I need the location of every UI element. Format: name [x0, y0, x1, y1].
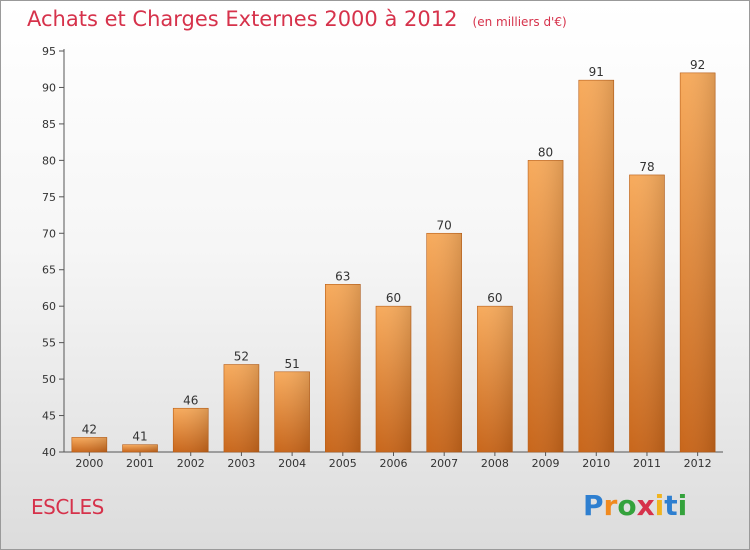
bar-shade [325, 284, 361, 452]
bar-shade [578, 80, 614, 452]
x-tick-label: 2003 [227, 457, 255, 470]
data-label: 91 [589, 65, 604, 79]
data-label: 78 [639, 160, 654, 174]
bar-shade [376, 306, 411, 452]
y-tick-label: 85 [42, 118, 56, 131]
data-label: 60 [386, 291, 401, 305]
data-label: 80 [538, 145, 553, 159]
bar-shade [426, 233, 462, 452]
y-tick-label: 95 [42, 45, 56, 58]
x-tick-label: 2007 [430, 457, 458, 470]
x-tick-label: 2006 [380, 457, 408, 470]
y-tick-label: 60 [42, 300, 56, 313]
x-tick-label: 2009 [532, 457, 560, 470]
y-tick-label: 55 [42, 337, 56, 350]
x-tick-label: 2012 [684, 457, 712, 470]
x-tick-label: 2005 [329, 457, 357, 470]
data-label: 41 [132, 430, 147, 444]
data-label: 42 [82, 422, 97, 436]
x-tick-label: 2001 [126, 457, 154, 470]
data-label: 52 [234, 350, 249, 364]
chart-subtitle: (en milliers d'€) [472, 15, 567, 29]
axis-layer: 40 45 50 55 60 65 70 75 80 85 90 95 [42, 45, 723, 459]
y-tick-label: 40 [42, 446, 56, 459]
bar-shade [122, 444, 158, 452]
x-tick-label: 2011 [633, 457, 661, 470]
data-label: 60 [487, 291, 502, 305]
bar-shade [528, 160, 564, 452]
data-label: 51 [284, 357, 299, 371]
y-tick-label: 70 [42, 227, 56, 240]
commune-name: ESCLES [31, 495, 104, 519]
x-tick-label: 2002 [177, 457, 205, 470]
x-tick-label: 2000 [75, 457, 103, 470]
y-tick-label: 75 [42, 191, 56, 204]
bar-shade [173, 408, 209, 452]
y-tick-label: 65 [42, 264, 56, 277]
chart-title: Achats et Charges Externes 2000 à 2012 [27, 7, 458, 31]
x-tick-label: 2004 [278, 457, 306, 470]
bar-shade [477, 306, 513, 452]
data-label: 63 [335, 269, 350, 283]
data-label: 46 [183, 393, 198, 407]
bar-shade [629, 174, 665, 453]
x-tick-label: 2008 [481, 457, 509, 470]
y-tick-label: 80 [42, 154, 56, 167]
y-tick-label: 90 [42, 81, 56, 94]
y-tick-label: 45 [42, 410, 56, 423]
data-label: 92 [690, 58, 705, 72]
bar-shade [274, 371, 310, 452]
x-tick-label: 2010 [582, 457, 610, 470]
data-label: 70 [437, 218, 452, 232]
y-tick-label: 50 [42, 373, 56, 386]
labels-layer: 2000 42 2001 41 2002 46 2003 52 2004 51 2005 63 2006… [75, 58, 711, 470]
bar-shade [223, 364, 259, 452]
bars-layer [71, 72, 716, 453]
bar-shade [71, 437, 107, 452]
title-block: Achats et Charges Externes 2000 à 2012 (… [27, 7, 567, 31]
proxiti-logo[interactable]: Proxiti [583, 489, 688, 522]
bar-shade [680, 72, 716, 452]
